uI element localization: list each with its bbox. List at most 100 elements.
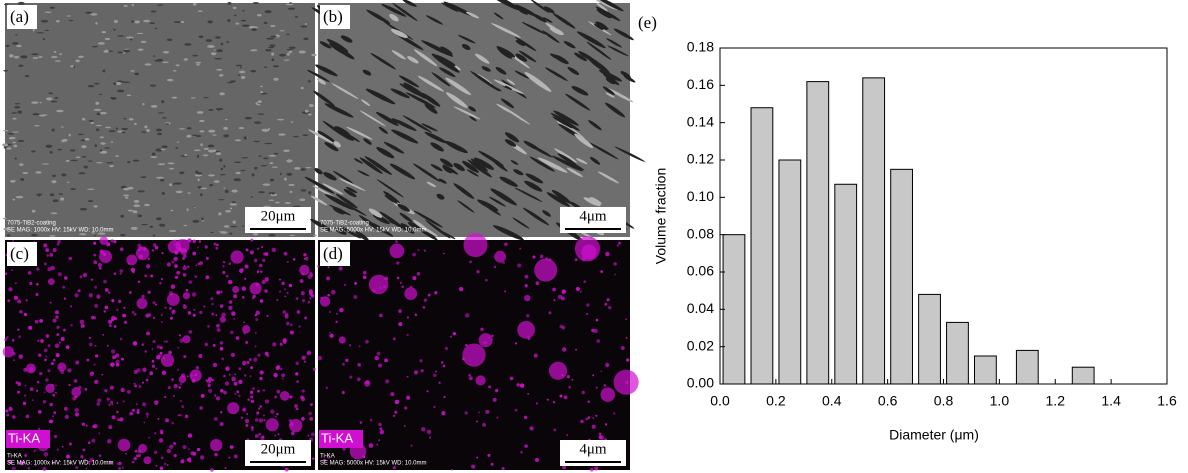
texture [421,92,441,107]
texture [199,261,203,266]
texture [244,264,249,269]
texture [240,169,246,172]
texture [523,415,528,420]
texture [130,70,135,72]
texture [43,262,47,266]
texture [362,270,367,275]
texture [120,233,126,237]
texture [295,361,299,366]
texture [353,294,358,300]
texture [143,456,152,465]
texture [306,350,312,356]
texture [106,162,114,164]
texture [68,133,71,137]
texture [4,272,8,276]
texture [180,247,188,256]
x-tick-label: 1.6 [1157,393,1177,409]
texture [412,276,417,281]
texture [243,374,247,377]
texture [180,400,182,402]
texture [166,262,171,267]
texture [87,461,91,465]
texture [286,159,293,163]
texture [470,158,488,172]
texture [241,360,247,366]
texture [443,395,446,399]
texture [284,177,287,181]
texture [116,410,119,414]
texture [250,399,255,403]
texture [91,371,94,374]
texture [31,233,38,237]
texture [266,37,275,40]
texture [312,457,315,460]
texture [122,400,125,403]
texture [141,381,145,384]
texture [42,466,47,472]
texture [310,195,328,206]
texture [298,50,306,54]
texture [286,291,289,295]
texture [199,310,203,315]
texture [401,285,404,288]
texture [75,59,80,63]
texture [104,147,111,149]
texture [300,168,307,171]
texture [43,391,46,394]
texture [7,132,15,135]
texture [595,414,598,417]
x-tick-label: 1.2 [1046,393,1066,409]
texture [264,351,269,356]
texture [283,340,287,344]
texture [198,353,203,359]
texture [245,424,249,427]
texture [258,432,262,436]
texture [500,105,531,125]
texture [533,353,538,358]
texture [88,336,92,339]
texture [110,96,117,100]
texture [340,226,362,239]
texture [81,155,87,158]
texture [303,37,309,41]
texture [331,289,336,295]
texture [109,385,114,390]
texture [238,394,241,398]
texture [262,258,266,262]
texture [135,246,150,261]
texture [171,378,174,381]
texture [138,443,148,453]
texture [182,444,187,450]
texture [276,389,281,394]
texture [90,121,95,125]
texture [177,368,180,371]
texture [407,56,419,64]
texture [519,247,522,250]
texture [47,344,51,348]
texture [17,390,20,394]
texture [385,379,390,384]
image-background [5,3,315,237]
texture [54,60,61,62]
texture [96,128,100,132]
texture [52,199,59,203]
texture [307,113,312,116]
texture [99,111,107,115]
texture [353,158,363,164]
texture [410,444,413,447]
texture [111,318,115,322]
texture [436,193,445,200]
texture [398,309,402,314]
texture [101,373,104,376]
texture [96,162,103,164]
texture [171,260,175,264]
texture [60,197,65,201]
texture [346,126,373,140]
texture [275,365,280,371]
texture [179,383,182,386]
texture [548,258,552,262]
texture [243,136,248,140]
texture [13,359,16,361]
texture [500,0,527,15]
texture [256,247,260,250]
